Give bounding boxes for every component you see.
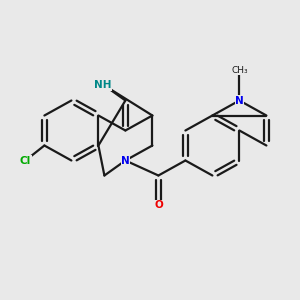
Text: N: N — [121, 155, 130, 166]
Text: NH: NH — [94, 80, 112, 91]
Text: N: N — [235, 95, 244, 106]
Text: Cl: Cl — [20, 155, 31, 166]
Text: O: O — [154, 200, 163, 211]
Text: CH₃: CH₃ — [231, 66, 248, 75]
